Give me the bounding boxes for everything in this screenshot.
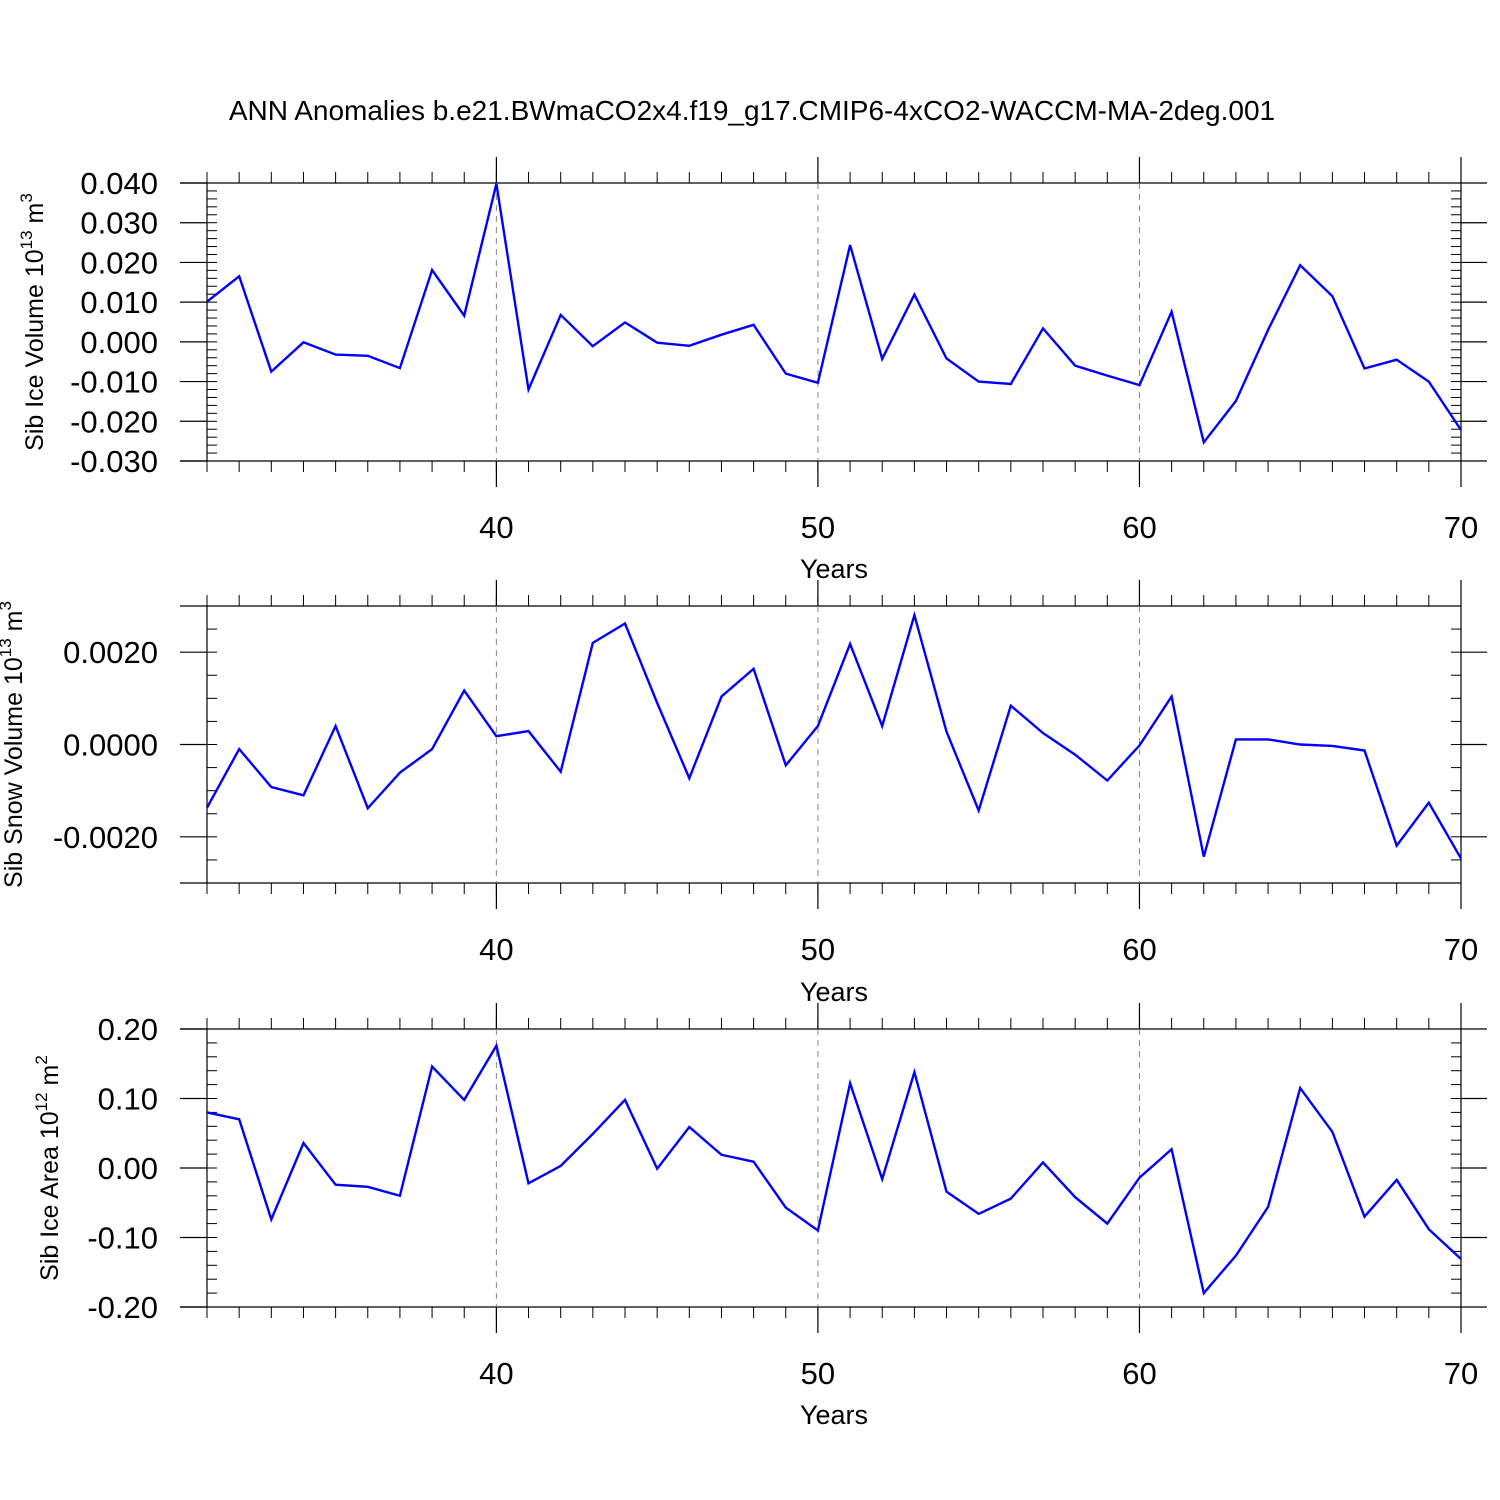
x-tick-label: 60	[1122, 510, 1156, 545]
x-tick-label: 70	[1444, 1356, 1478, 1391]
x-tick-label: 70	[1444, 510, 1478, 545]
y-tick-label: 0.20	[98, 1012, 158, 1047]
y-tick-label: 0.020	[80, 245, 158, 280]
x-tick-label: 50	[801, 510, 835, 545]
y-axis-label-text: Sib Ice Volume 10	[21, 249, 49, 451]
y-axis-label-superscript: 3	[0, 601, 15, 610]
y-axis-label: Sib Snow Volume 1013 m3	[0, 601, 28, 888]
y-tick-label: 0.00	[98, 1151, 158, 1186]
x-tick-label: 60	[1122, 1356, 1156, 1391]
series-line	[206, 183, 1462, 445]
y-tick-label: 0.10	[98, 1082, 158, 1117]
y-tick-label: 0.040	[80, 166, 158, 201]
x-tick-label: 40	[479, 510, 513, 545]
chart-panel-2: -0.0020 0.0000 0.0020 40 50 60 70 Years Sib Snow…	[0, 580, 1487, 1007]
y-axis-label-superscript: 12	[32, 1092, 51, 1111]
y-tick-label: 0.030	[80, 206, 158, 241]
y-axis-label-text: m	[36, 1065, 64, 1093]
x-axis-label: Years	[800, 977, 868, 1007]
y-axis-label-superscript: 2	[32, 1055, 51, 1064]
y-axis-label: Sib Ice Area 1012 m2	[32, 1055, 64, 1281]
x-tick-label: 50	[801, 932, 835, 967]
chart-panel-3: -0.20 -0.10 0.00 0.10 0.20 40 50 60 70 Years Sib I…	[32, 1003, 1487, 1430]
y-axis-label-text: Sib Snow Volume 10	[0, 657, 28, 888]
y-tick-label: 0.000	[80, 325, 158, 360]
y-tick-label: 0.0000	[63, 728, 158, 763]
y-tick-label: -0.10	[87, 1221, 158, 1256]
series-line	[206, 1042, 1462, 1296]
y-tick-label: 0.0020	[63, 635, 158, 670]
x-tick-label: 50	[801, 1356, 835, 1391]
x-axis-label: Years	[800, 554, 868, 584]
y-tick-label: -0.0020	[53, 820, 158, 855]
y-axis-label: Sib Ice Volume 1013 m3	[17, 193, 49, 451]
y-axis-label-text: Sib Ice Area 10	[36, 1111, 64, 1281]
chart-title: ANN Anomalies b.e21.BWmaCO2x4.f19_g17.CM…	[229, 95, 1275, 126]
series-line	[205, 610, 1463, 860]
y-tick-label: -0.030	[70, 444, 158, 479]
y-axis-label-superscript: 13	[0, 638, 15, 657]
y-tick-label: -0.010	[70, 365, 158, 400]
y-tick-label: -0.020	[70, 404, 158, 439]
y-axis-label-text: m	[21, 203, 49, 231]
y-axis-label-superscript: 13	[17, 230, 36, 249]
y-tick-label: 0.010	[80, 285, 158, 320]
chart-panels: -0.030 -0.020 -0.010 0.000 0.010 0.020 0.030 0.…	[0, 157, 1487, 1430]
chart-panel-1: -0.030 -0.020 -0.010 0.000 0.010 0.020 0.030 0.…	[17, 157, 1487, 584]
x-tick-label: 40	[479, 1356, 513, 1391]
x-axis-label: Years	[800, 1400, 868, 1430]
x-tick-label: 40	[479, 932, 513, 967]
y-axis-label-superscript: 3	[17, 193, 36, 202]
x-tick-label: 60	[1122, 932, 1156, 967]
y-tick-label: -0.20	[87, 1290, 158, 1325]
y-axis-label-text: m	[0, 611, 28, 639]
x-tick-label: 70	[1444, 932, 1478, 967]
